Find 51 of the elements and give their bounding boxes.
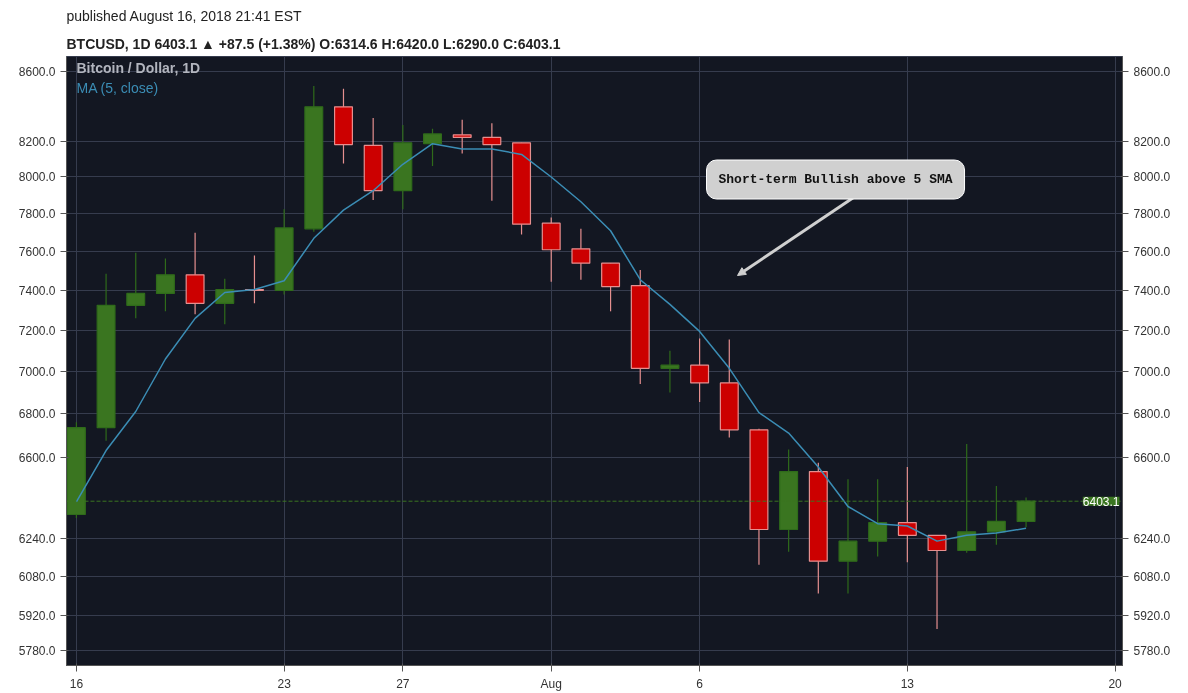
y-tick-label: 8200.0 xyxy=(1133,134,1171,149)
x-tick-label: 23 xyxy=(277,676,292,691)
candlestick xyxy=(927,534,947,630)
chart-title: Bitcoin / Dollar, 1D xyxy=(76,59,201,76)
y-tick-label: 6240.0 xyxy=(1133,532,1171,547)
candlestick xyxy=(482,122,502,202)
candlestick xyxy=(155,257,175,312)
candlestick xyxy=(601,262,621,312)
text: 5920.0 xyxy=(18,608,56,623)
y-tick-label: 6080.0 xyxy=(1133,570,1171,585)
x-tick-label: Aug xyxy=(540,676,562,691)
y-tick-label: 7400.0 xyxy=(1133,284,1171,299)
text: MA (5, close) xyxy=(76,79,159,96)
text: 8000.0 xyxy=(18,170,56,185)
text: published August 16, 2018 21:41 EST xyxy=(66,7,303,24)
text: 7200.0 xyxy=(18,323,56,338)
y-tick-label: 7000.0 xyxy=(1133,364,1171,379)
candlestick xyxy=(423,128,443,167)
text: 6800.0 xyxy=(18,407,56,422)
y-tick-label: 6600.0 xyxy=(1133,450,1171,465)
candlestick xyxy=(452,119,472,155)
candlestick xyxy=(660,350,680,393)
text: 7000.0 xyxy=(18,364,56,379)
y-tick-label: 5920.0 xyxy=(1133,608,1171,623)
candlestick xyxy=(571,228,591,281)
chart-subtitle: BTCUSD, 1D 6403.1 ▲ +87.5 (+1.38%) O:6314.6 H:6420.0 L:6290.0 C:6403.1 xyxy=(66,35,561,52)
text: 8200.0 xyxy=(18,134,56,149)
text: 5780.0 xyxy=(18,643,56,658)
text: 6080.0 xyxy=(18,570,56,585)
y-tick-label: 7800.0 xyxy=(1133,207,1171,222)
text: 6240.0 xyxy=(18,532,56,547)
y-tick-label: 6800.0 xyxy=(1133,407,1171,422)
y-tick-label: 5780.0 xyxy=(1133,643,1171,658)
x-tick-label: 27 xyxy=(396,676,410,691)
text: 8600.0 xyxy=(18,65,56,80)
x-tick-label: 13 xyxy=(900,676,915,691)
text: 7800.0 xyxy=(18,207,56,222)
y-tick-label: 7200.0 xyxy=(1133,323,1171,338)
y-tick-label: 8000.0 xyxy=(1133,170,1171,185)
text: 7400.0 xyxy=(18,284,56,299)
x-tick-label: 20 xyxy=(1108,676,1123,691)
candlestick xyxy=(690,337,710,403)
x-tick-label: 6 xyxy=(696,676,704,691)
y-tick-label: 8600.0 xyxy=(1133,65,1171,80)
text: 7600.0 xyxy=(18,245,56,260)
ref-line-label: 6403.1 xyxy=(1082,494,1120,509)
y-tick-label: 7600.0 xyxy=(1133,245,1171,260)
x-tick-label: 16 xyxy=(69,676,84,691)
text: 6600.0 xyxy=(18,450,56,465)
candlestick xyxy=(126,252,146,319)
annotation: Short-term Bullish above 5 SMA xyxy=(718,172,953,187)
